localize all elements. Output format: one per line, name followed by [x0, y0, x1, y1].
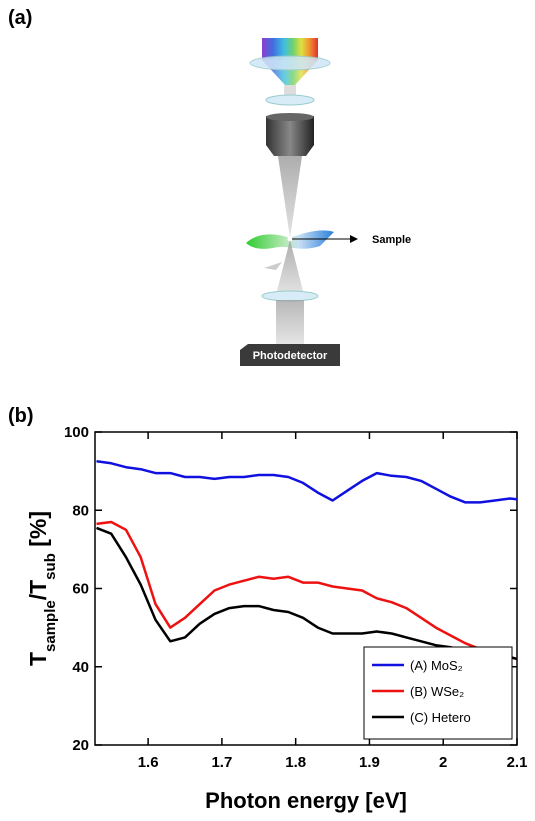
chart: 1.6 1.7 1.8 1.9 2 2.1 20 40 60 80 100 Photon energy… [25, 424, 527, 813]
lens [265, 94, 315, 106]
x-tick-label: 1.8 [285, 754, 306, 771]
y-axis-label-part: /T [25, 580, 51, 600]
objective [266, 116, 314, 156]
x-tick-label: 2.1 [507, 754, 528, 771]
y-tick-label: 40 [72, 659, 89, 676]
data-line [96, 460, 518, 504]
legend-label: (A) MoS₂ [410, 658, 463, 673]
beam [276, 240, 304, 295]
optical-setup: Sample Photodetector [240, 38, 411, 366]
y-axis-label-part: sample [42, 600, 59, 652]
y-tick-label: 100 [64, 424, 89, 441]
x-tick-label: 2 [439, 754, 447, 771]
beam [284, 85, 296, 97]
panel-label: (a) [8, 7, 32, 29]
y-axis-label: Tsample/Tsub [%] [25, 511, 59, 666]
x-axis-label: Photon energy [eV] [205, 788, 407, 813]
photodetector [240, 344, 340, 366]
reflection [264, 262, 282, 270]
panel-label: (b) [8, 405, 34, 427]
sample-label: Sample [372, 234, 411, 246]
y-axis-label-part: [%] [25, 511, 51, 553]
data-line [96, 526, 518, 661]
x-tick-label: 1.6 [138, 754, 159, 771]
y-tick-label: 60 [72, 581, 89, 598]
focus [287, 236, 293, 242]
x-tick-label: 1.9 [359, 754, 380, 771]
beam [276, 300, 304, 346]
beam [278, 156, 302, 238]
legend-box [363, 646, 513, 740]
light-source [262, 38, 318, 60]
y-axis-label-part: T [25, 652, 51, 666]
detector-label: Photodetector [253, 350, 328, 362]
data-line [96, 520, 518, 661]
x-tick-label: 1.7 [211, 754, 232, 771]
y-tick-label: 20 [72, 737, 89, 754]
arrow-head [350, 235, 358, 243]
legend-label: (C) Hetero [410, 710, 471, 725]
lens [261, 290, 319, 302]
lens [249, 55, 331, 71]
y-tick-label: 80 [72, 502, 89, 519]
y-axis-label-part: sub [42, 553, 59, 580]
legend-label: (B) WSe₂ [410, 684, 464, 699]
objective-top [266, 113, 314, 121]
